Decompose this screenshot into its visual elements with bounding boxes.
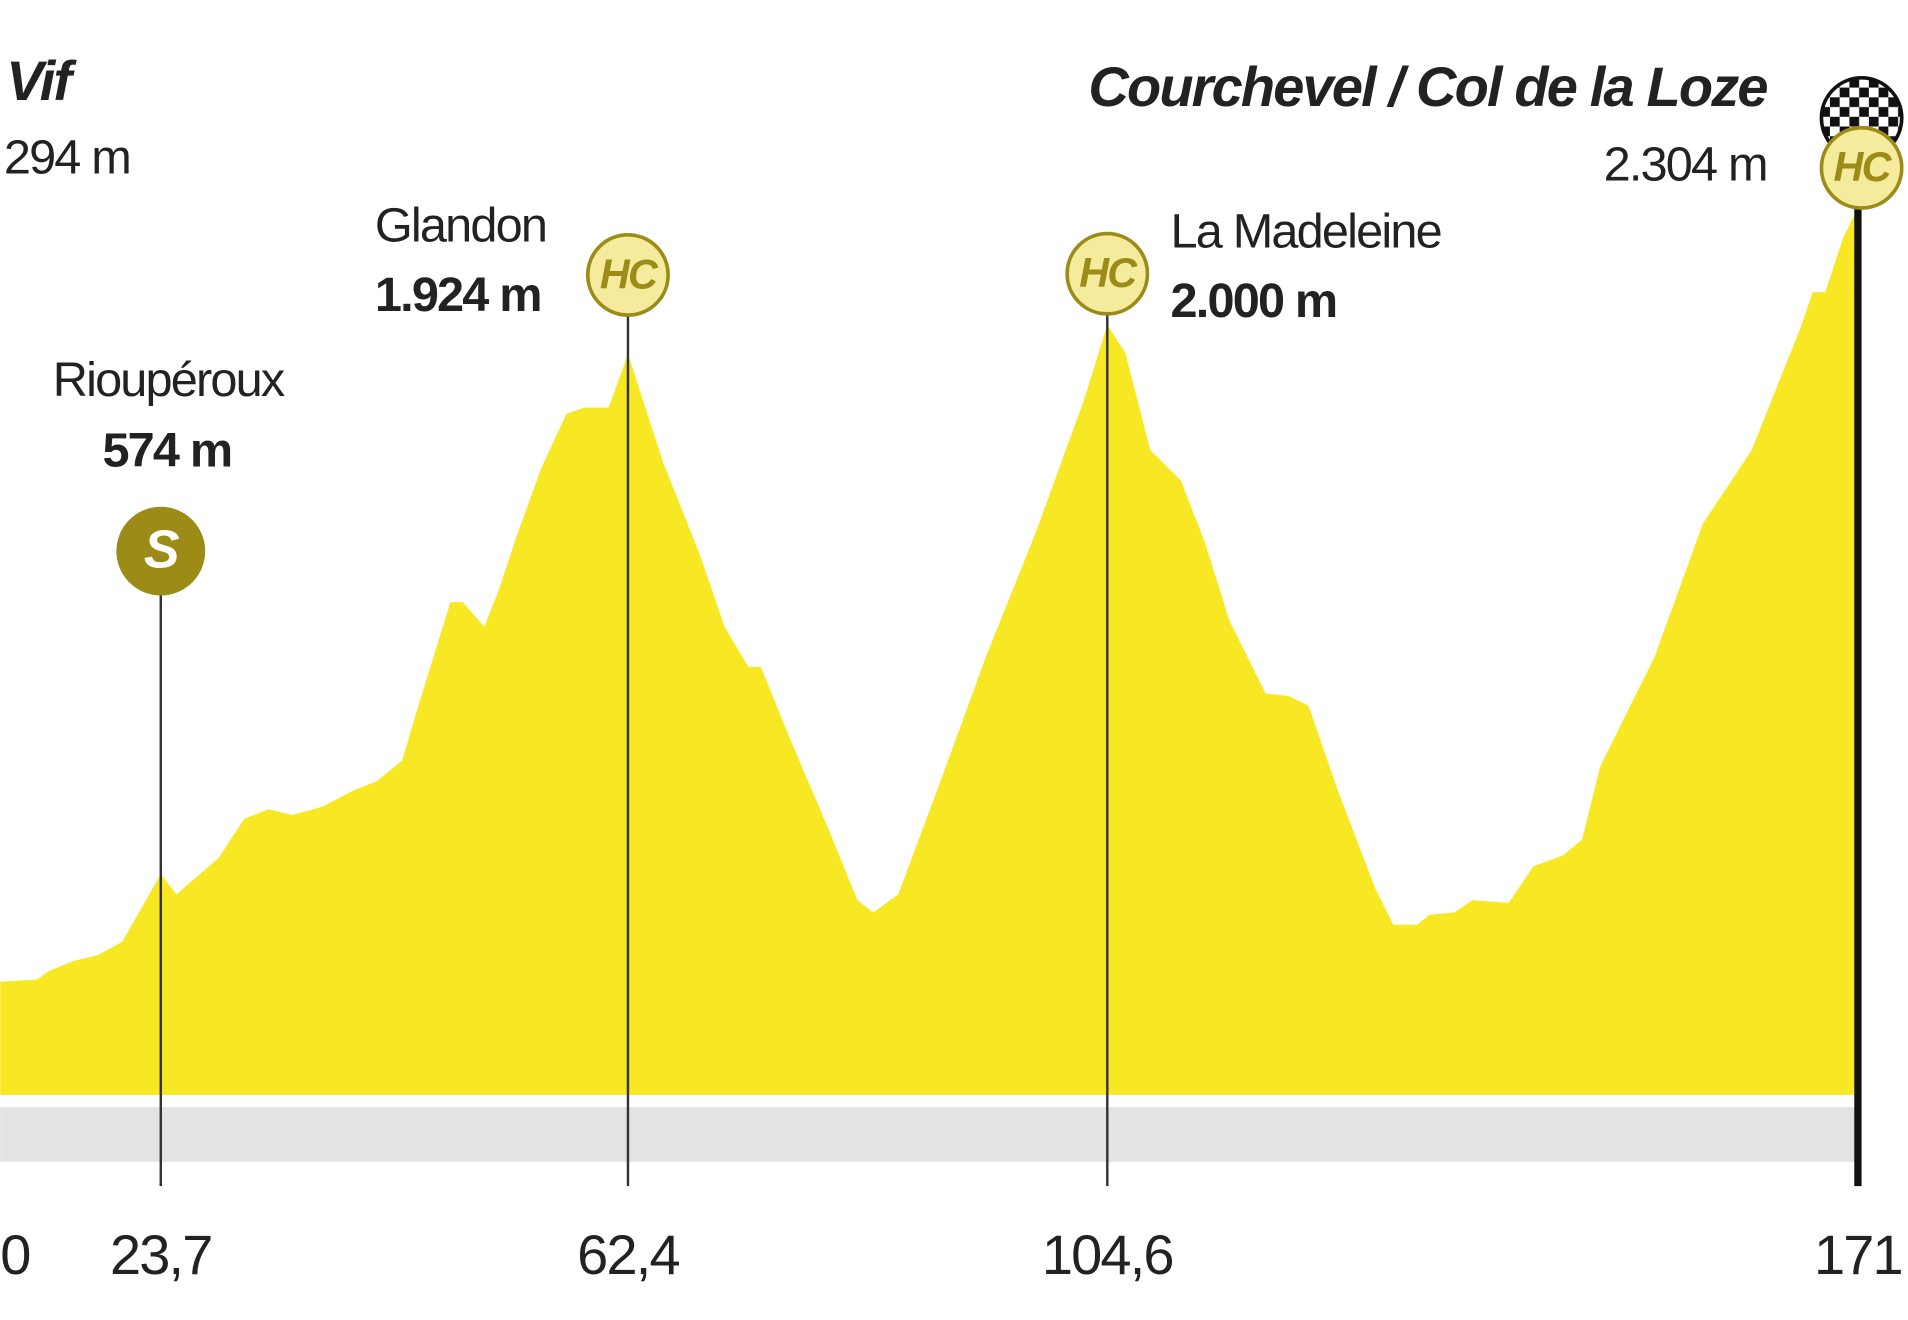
place-name: Vif <box>6 49 77 112</box>
x-tick-label: 171 <box>1814 1223 1902 1286</box>
x-tick-label: 23,7 <box>110 1223 212 1286</box>
place-elevation: 1.924 m <box>375 268 541 322</box>
category-label: HC <box>1834 144 1893 190</box>
place-name: Rioupéroux <box>53 353 285 407</box>
x-tick-label: 104,6 <box>1042 1223 1173 1286</box>
category-marker <box>116 506 206 596</box>
place-elevation: 2.000 m <box>1171 274 1337 328</box>
x-tick-label: 62,4 <box>577 1223 679 1286</box>
category-marker <box>1065 231 1150 316</box>
road-band <box>0 1107 1858 1162</box>
category-label: HC <box>600 251 659 297</box>
category-marker <box>1819 125 1904 210</box>
place-name: Courchevel / Col de la Loze <box>1088 55 1767 118</box>
place-elevation: 294 m <box>4 130 130 184</box>
place-name: La Madeleine <box>1171 205 1441 259</box>
x-tick-label: 0 <box>0 1223 29 1286</box>
category-marker <box>585 232 670 317</box>
category-label: HC <box>1079 250 1138 296</box>
place-elevation: 2.304 m <box>1604 138 1767 192</box>
category-label: S <box>144 521 180 580</box>
place-name: Glandon <box>375 199 546 253</box>
elevation-area <box>0 207 1858 1095</box>
place-elevation: 574 m <box>102 424 231 478</box>
